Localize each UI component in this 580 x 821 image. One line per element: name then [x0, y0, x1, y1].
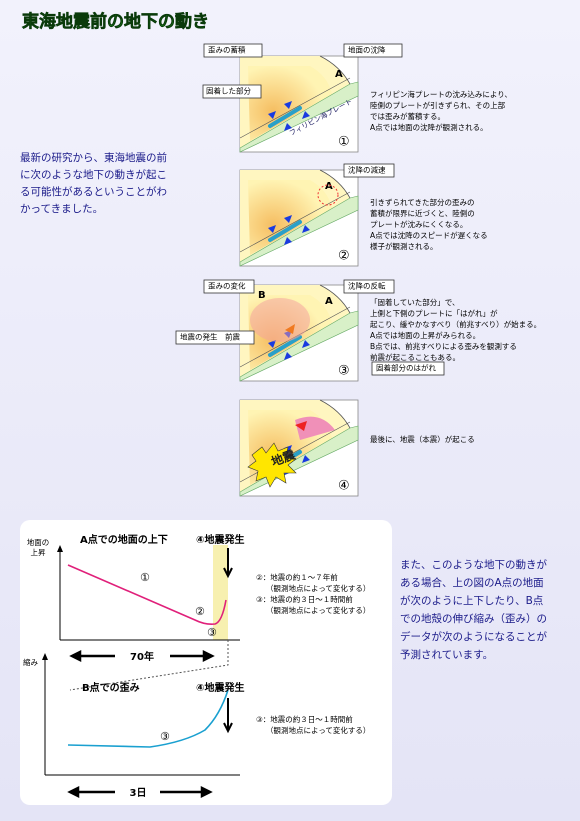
y-label: 縮み	[23, 657, 38, 667]
label: 沈降の減速	[348, 165, 386, 175]
title: 東海地震前の地下の動き	[22, 11, 209, 32]
event: ④地震発生	[196, 681, 244, 694]
desc: 前震が起こることもある。	[370, 352, 460, 362]
point-label: A	[335, 69, 343, 80]
marker: ②	[195, 605, 205, 618]
label: 沈降の反転	[348, 281, 386, 291]
marker: ③	[207, 626, 217, 639]
intro: 最新の研究から、東海地震の前 に次のような地下の動きが起こ る可能性があるという…	[20, 151, 167, 215]
panel-number: ③	[338, 364, 350, 379]
point-label: A	[325, 296, 333, 307]
desc: A点では沈降のスピードが遅くなる	[370, 230, 488, 240]
label-box	[175, 330, 255, 345]
panel-number: ①	[338, 135, 350, 150]
note: （観測地点によって変化する）	[266, 583, 370, 593]
desc: プレートが沈みにくくなる。	[370, 219, 467, 229]
marker: ③	[160, 730, 170, 743]
label-box	[371, 361, 445, 376]
desc: A点では地面の上昇がみられる。	[370, 330, 480, 340]
label: 歪みの蓄積	[208, 45, 246, 55]
desc: 引きずられてきた部分の歪みの	[370, 197, 475, 207]
marker: ①	[140, 571, 150, 584]
note: ③：地震の約３日～１時間前	[256, 594, 353, 604]
x-label: 70年	[130, 650, 154, 663]
graphs-text-line: ある場合、上の図のA点の地面	[400, 576, 544, 589]
desc: 蓄積が限界に近づくと、陸側の	[370, 208, 475, 218]
desc: 陸側のプレートが引きずられ、その上部	[370, 100, 506, 110]
label-box	[343, 43, 403, 58]
graph-title: B点での歪み	[82, 681, 140, 694]
event: ④地震発生	[196, 533, 244, 546]
label-box	[343, 279, 395, 294]
intro-line: 最新の研究から、東海地震の前	[20, 151, 167, 164]
graphs-text: また、このような地下の動きが ある場合、上の図のA点の地面 が次のように上下した…	[400, 558, 547, 661]
label: 歪みの変化	[208, 281, 246, 291]
panel-3: ③ B A	[238, 283, 360, 383]
label-box	[203, 279, 255, 294]
label-box	[343, 163, 395, 178]
panel-4: 地震 ④	[238, 398, 360, 498]
graphs-text-line: での地殻の伸び縮み（歪み）の	[400, 612, 547, 625]
intro-line: に次のような地下の動きが起こ	[20, 168, 167, 181]
label-box	[203, 43, 263, 58]
desc: 様子が観測される。	[370, 241, 438, 251]
graph-b: 縮み B点での歪み ④地震発生 ③ 3日 ③：地震の約３日～１時間前 （観測地点…	[23, 653, 370, 799]
note: ②：地震の約１～７年前	[256, 572, 338, 582]
desc: フィリピン海プレートの沈み込みにより、	[370, 89, 512, 99]
label: 地面の沈降	[348, 45, 386, 55]
desc: 「固着していた部分」で、	[370, 297, 459, 307]
desc: 起こり、緩やかなすべり（前兆すべり）が始まる。	[370, 319, 541, 329]
desc: 上側と下側のプレートに「はがれ」が	[370, 308, 498, 318]
desc: 最後に、地震（本震）が起こる	[370, 434, 475, 444]
point-label: B	[258, 290, 266, 301]
panel-2: ② A	[238, 168, 360, 268]
panel-number: ②	[338, 249, 350, 264]
desc: では歪みが蓄積する。	[370, 111, 445, 121]
label: 固着した部分	[206, 86, 251, 96]
note: （観測地点によって変化する）	[266, 725, 370, 735]
graphs-text-line: データが次のようになることが	[400, 630, 547, 643]
label-box	[202, 84, 262, 99]
desc: A点では地面の沈降が観測される。	[370, 122, 488, 132]
panel-1: ① A フィリピン海プレート	[238, 54, 360, 154]
panel-number: ④	[338, 479, 350, 494]
intro-line: かってきました。	[20, 203, 103, 215]
label: 地震の発生 前震	[180, 332, 240, 342]
x-label: 3日	[130, 787, 147, 799]
point-label: A	[325, 181, 333, 192]
graph-a: 地面の 上昇 A点での地面の上下 ④地震発生 ① ② ③ 70年 ②：地震の約１…	[27, 533, 370, 691]
desc: B点では、前兆すべりによる歪みを観測する	[370, 341, 517, 351]
note: ③：地震の約３日～１時間前	[256, 714, 353, 724]
label: 固着部分のはがれ	[376, 363, 436, 373]
graphs-text-line: が次のように上下したり、B点	[400, 594, 543, 607]
y-label: 地面の	[27, 537, 50, 547]
graph-box	[20, 520, 392, 805]
graphs-text-line: また、このような地下の動きが	[400, 558, 547, 571]
intro-line: る可能性があるということがわ	[20, 185, 167, 198]
y-label: 上昇	[31, 548, 46, 557]
graph-title: A点での地面の上下	[80, 533, 168, 546]
graphs-text-line: 予測されています。	[400, 648, 493, 661]
note: （観測地点によって変化する）	[266, 605, 370, 615]
